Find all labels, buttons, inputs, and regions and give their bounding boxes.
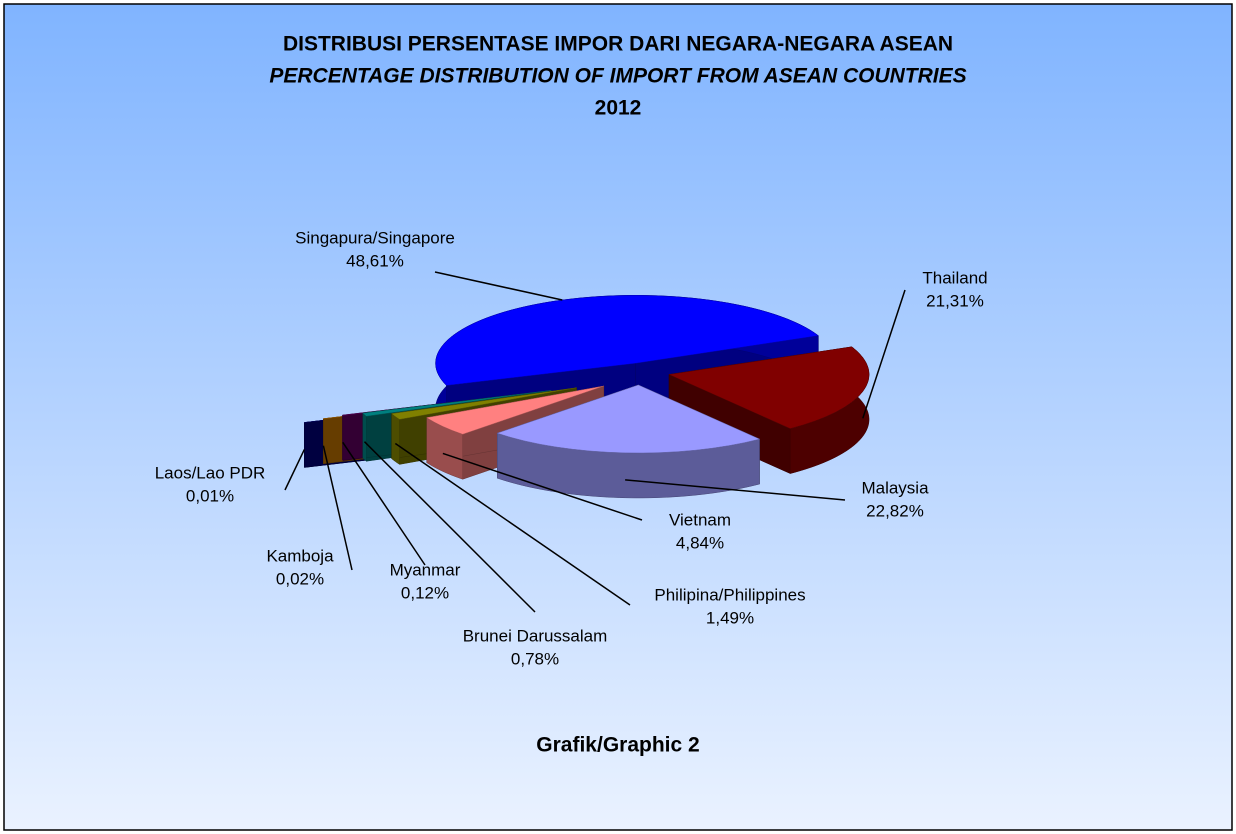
chart-title: DISTRIBUSI PERSENTASE IMPOR DARI NEGARA-… [283,33,953,56]
leader-line [322,445,353,571]
value-label: 4,84% [676,533,724,552]
slice-top [362,390,552,417]
value-label: 0,78% [511,649,559,668]
value-label: 0,12% [401,583,449,602]
value-label: 48,61% [346,251,404,270]
category-label: Thailand [922,268,987,287]
leader-line [442,452,643,521]
chart-subtitle: PERCENTAGE DISTRIBUTION OF IMPORT FROM A… [269,65,966,88]
value-label: 1,49% [706,608,754,627]
value-label: 22,82% [866,501,924,520]
slice-wall [362,412,367,462]
leader-line [284,449,306,491]
category-label: Laos/Lao PDR [155,463,266,482]
chart-caption: Grafik/Graphic 2 [536,734,699,757]
leader-line [625,479,846,501]
category-label: Philipina/Philippines [654,585,805,604]
slice-top [390,387,577,420]
leader-line [434,271,563,301]
leader-line [363,441,536,613]
slice-top [668,346,870,429]
slice [668,346,870,474]
slice-wall [391,413,400,465]
slice-top [426,385,604,435]
labels: Singapura/Singapore 48,61% Thailand 21,31% M… [155,228,988,668]
chart-year: 2012 [595,97,642,120]
value-label: 0,02% [276,569,324,588]
slice-top [435,295,819,386]
pie [303,295,870,499]
slice-top [496,384,761,454]
category-label: Malaysia [861,478,929,497]
category-label: Vietnam [669,510,731,529]
category-label: Brunei Darussalam [463,626,608,645]
category-label: Singapura/Singapore [295,228,455,247]
slice [496,384,761,499]
leader-line [394,442,631,606]
value-label: 0,01% [186,486,234,505]
category-label: Myanmar [390,560,461,579]
leader-line [342,441,426,566]
category-label: Kamboja [266,546,334,565]
leader-line [862,289,906,419]
value-label: 21,31% [926,291,984,310]
